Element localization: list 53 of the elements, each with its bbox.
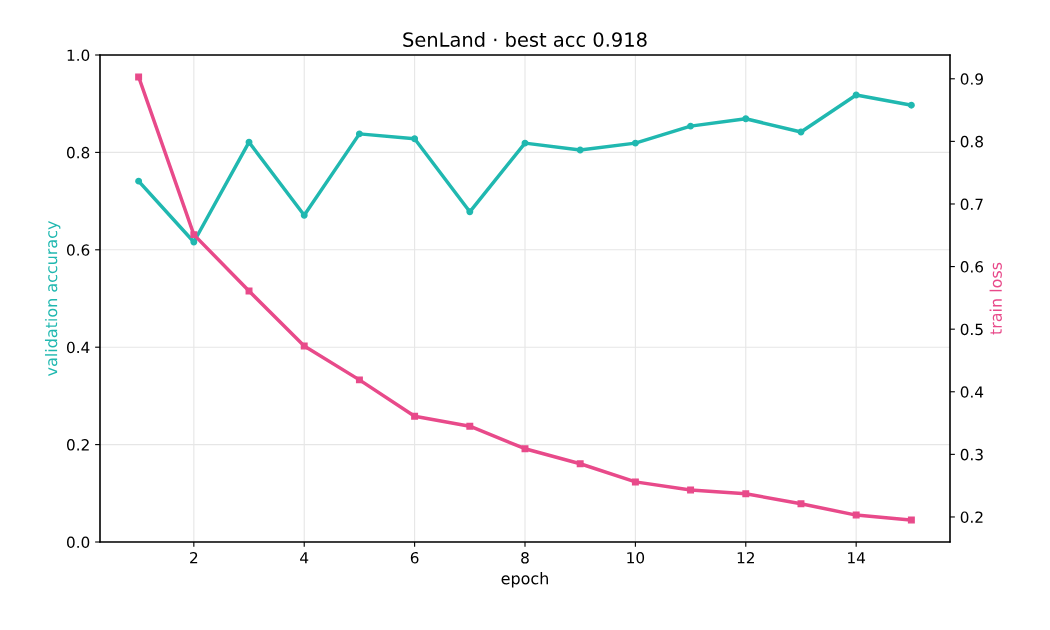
point [411, 135, 419, 143]
point [355, 130, 363, 138]
y2-axis-title: train loss [989, 262, 1002, 335]
point [190, 231, 198, 239]
y-tick-label: 0.2 [66, 439, 89, 451]
point [300, 211, 308, 219]
point [687, 486, 695, 494]
y2-tick-label: 0.7 [960, 198, 983, 210]
y2-tick-label: 0.8 [960, 135, 983, 148]
point [742, 115, 750, 123]
point [300, 342, 308, 350]
point [852, 91, 860, 99]
y2-tick-label: 0.4 [960, 386, 984, 398]
point [466, 422, 474, 430]
y2-tick-label: 0.6 [960, 261, 984, 273]
y2-tick-label: 0.3 [960, 448, 983, 461]
x-tick-label: 6 [410, 551, 419, 564]
x-tick-label: 14 [848, 552, 866, 564]
point [190, 238, 198, 246]
point [135, 73, 143, 81]
point [355, 376, 363, 384]
point [466, 208, 474, 216]
point [631, 139, 639, 147]
y2-tick-label: 0.5 [960, 323, 983, 336]
point [576, 146, 584, 154]
x-tick-label: 4 [300, 552, 309, 564]
y2-tick-label: 0.9 [960, 73, 983, 85]
point [687, 122, 695, 130]
y-tick-label: 0.6 [66, 244, 90, 256]
x-tick-label: 12 [737, 551, 754, 564]
point [576, 460, 584, 468]
point [411, 412, 419, 420]
point [797, 500, 805, 508]
point [852, 511, 860, 519]
x-axis-title: epoch [501, 572, 548, 588]
y-tick-label: 0.8 [66, 146, 90, 159]
x-tick-label: 10 [627, 551, 645, 564]
y-tick-label: 1.0 [67, 49, 90, 62]
point [907, 516, 915, 524]
chart-title: SenLand · best acc 0.918 [403, 31, 647, 47]
point [907, 101, 915, 109]
point [631, 478, 639, 486]
y2-tick-label: 0.2 [960, 511, 983, 523]
x-tick-label: 8 [521, 551, 529, 564]
y-tick-label: 0.4 [66, 341, 90, 354]
point [521, 139, 529, 147]
y-axis-title: validation accuracy [44, 221, 61, 376]
point [135, 177, 143, 185]
point [245, 138, 253, 146]
y-tick-label: 0.0 [66, 536, 90, 549]
point [742, 490, 750, 498]
point [521, 445, 529, 453]
x-tick-label: 2 [190, 551, 198, 564]
